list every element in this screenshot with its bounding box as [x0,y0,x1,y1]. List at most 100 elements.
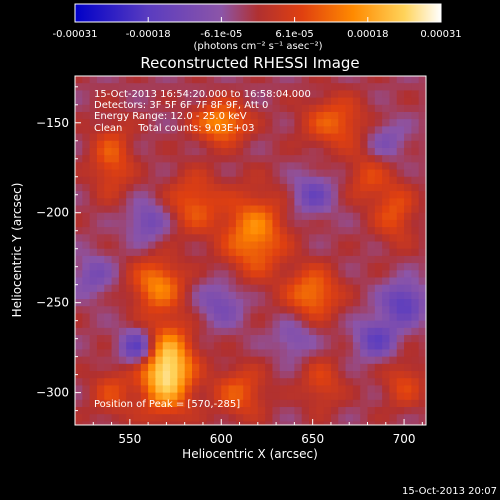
heatmap-cell [257,313,266,322]
heatmap-cell [213,284,222,293]
heatmap-cell [199,385,208,394]
heatmap-cell [316,313,325,322]
heatmap-cell [396,111,405,120]
heatmap-cell [82,356,91,365]
heatmap-cell [213,198,222,207]
heatmap-cell [367,248,376,257]
heatmap-cell [96,169,105,178]
heatmap-cell [316,90,325,99]
heatmap-cell [118,378,127,387]
heatmap-cell [118,104,127,113]
heatmap-cell [82,407,91,415]
heatmap-cell [221,392,230,401]
heatmap-cell [396,349,405,358]
heatmap-cell [104,162,113,171]
heatmap-cell [404,104,412,113]
heatmap-cell [206,277,215,286]
heatmap-cell [243,104,252,113]
heatmap-cell [352,83,361,91]
heatmap-cell [111,162,120,171]
heatmap-cell [250,263,259,271]
heatmap-cell [345,147,354,156]
heatmap-cell [265,183,274,192]
heatmap-cell [89,133,98,142]
heatmap-cell [396,306,405,315]
heatmap-cell [396,363,405,372]
heatmap-cell [235,363,244,372]
heatmap-cell [235,90,244,99]
heatmap-cell [360,371,369,379]
heatmap-cell [287,76,295,84]
heatmap-cell [360,76,369,84]
heatmap-cell [374,234,383,243]
heatmap-cell [243,378,252,387]
heatmap-cell [323,140,332,149]
heatmap-cell [265,277,274,286]
heatmap-cell [192,234,200,243]
heatmap-cell [257,378,266,387]
heatmap-cell [396,90,405,99]
heatmap-cell [418,126,426,135]
heatmap-cell [133,385,142,394]
heatmap-cell [272,90,281,99]
heatmap-cell [82,183,91,192]
heatmap-cell [118,76,127,84]
heatmap-cell [170,270,178,279]
heatmap-cell [243,421,252,425]
heatmap-cell [133,263,142,271]
heatmap-cell [82,162,91,171]
heatmap-cell [184,378,193,387]
heatmap-cell [228,327,237,336]
heatmap-cell [345,183,354,192]
heatmap-cell [345,119,354,127]
heatmap-cell [140,277,149,286]
heatmap-cell [104,320,113,329]
heatmap-cell [382,385,391,394]
heatmap-cell [418,176,426,185]
heatmap-cell [199,76,208,84]
heatmap-cell [133,421,142,425]
heatmap-cell [374,205,383,214]
heatmap-cell [301,414,310,423]
heatmap-cell [396,356,405,365]
heatmap-cell [170,371,178,379]
heatmap-cell [206,342,215,351]
heatmap-cell [148,399,157,408]
heatmap-cell [96,270,105,279]
heatmap-cell [192,83,200,91]
heatmap-cell [162,90,171,99]
heatmap-cell [396,176,405,185]
heatmap-cell [228,263,237,271]
heatmap-cell [360,284,369,293]
heatmap-cell [279,191,288,199]
heatmap-cell [82,205,91,214]
heatmap-cell [316,299,325,307]
heatmap-cell [360,399,369,408]
heatmap-cell [272,335,281,343]
heatmap-cell [272,162,281,171]
heatmap-cell [323,227,332,235]
heatmap-cell [338,313,347,322]
heatmap-cell [170,421,178,425]
heatmap-cell [316,133,325,142]
heatmap-cell [118,263,127,271]
heatmap-cell [221,104,230,113]
heatmap-cell [301,335,310,343]
heatmap-cell [213,205,222,214]
heatmap-cell [213,212,222,221]
heatmap-cell [360,255,369,264]
heatmap-cells [75,76,426,425]
heatmap-cell [140,119,149,127]
heatmap-cell [404,198,412,207]
heatmap-cell [177,133,186,142]
heatmap-cell [257,327,266,336]
heatmap-cell [367,162,376,171]
heatmap-cell [411,392,420,401]
heatmap-cell [221,291,230,300]
heatmap-cell [213,342,222,351]
heatmap-cell [75,212,83,221]
heatmap-cell [243,241,252,250]
heatmap-cell [228,414,237,423]
heatmap-cell [411,306,420,315]
heatmap-cell [133,255,142,264]
